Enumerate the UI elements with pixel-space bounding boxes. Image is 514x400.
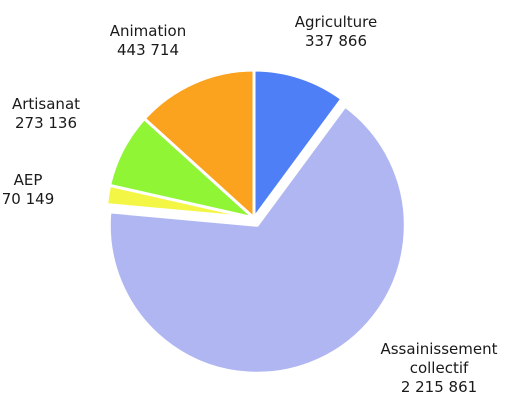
slice-label-line: 337 866 (305, 32, 367, 50)
slice-label-line: Assainissement (380, 340, 497, 358)
slice-label-line: collectif (410, 359, 469, 377)
slice-label-line: AEP (14, 171, 43, 189)
slice-label-line: 443 714 (117, 41, 179, 59)
slice-label-line: 273 136 (15, 114, 77, 132)
slice-label-line: 2 215 861 (401, 378, 477, 396)
slice-label: AEP 70 149 (2, 171, 55, 208)
slice-label-line: Artisanat (12, 95, 80, 113)
pie-slice (252, 68, 344, 220)
slice-label-line: Animation (110, 22, 186, 40)
slice-label-line: 70 149 (2, 190, 55, 208)
pie-slice (107, 104, 407, 375)
slice-label-line: Agriculture (295, 13, 378, 31)
slice-label: Agriculture 337 866 (295, 13, 378, 50)
pie-slice (142, 68, 256, 220)
slice-label: Artisanat 273 136 (12, 95, 80, 132)
slice-label: Animation 443 714 (110, 22, 186, 59)
slice-label: Assainissement collectif 2 215 861 (380, 340, 497, 396)
